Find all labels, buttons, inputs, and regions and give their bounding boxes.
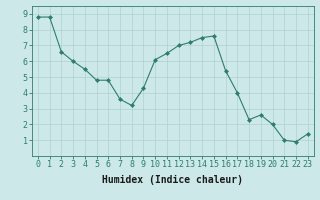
- X-axis label: Humidex (Indice chaleur): Humidex (Indice chaleur): [102, 175, 243, 185]
